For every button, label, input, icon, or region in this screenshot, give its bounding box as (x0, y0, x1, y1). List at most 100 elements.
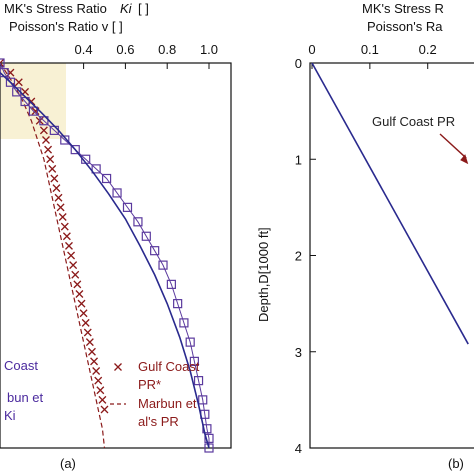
panel-a-square-marker (28, 106, 39, 116)
panel-a-square-marker (133, 217, 143, 227)
panel-a-series (0, 58, 214, 453)
panel-a-x-marker (79, 309, 88, 318)
panel-a-square-marker (60, 135, 70, 145)
panel-b-annotation-text: Gulf Coast PR (372, 114, 455, 129)
panel-a-square-marker (122, 202, 133, 212)
panel-a-x-marker (77, 299, 86, 308)
panel-b-y-tick-label: 1 (295, 152, 302, 167)
panel-a-x-tick-label: 0.4 (75, 42, 93, 57)
panel-a-x-marker (90, 357, 99, 366)
panel-a-legend: Coast bun et Ki Gulf Coast PR* Marbun et al's … (4, 358, 200, 429)
panel-b-x-ticks: 0 0.1 0.2 (308, 42, 437, 69)
panel-a-square-marker (202, 424, 212, 434)
panel-a-x-marker (56, 203, 65, 212)
panel-b-series (311, 62, 469, 345)
panel-a-x-marker (58, 213, 67, 221)
panel-a: MK's Stress Ratio Ki [ ] Poisson's Ratio… (0, 1, 232, 471)
panel-a-x-marker (92, 367, 101, 375)
panel-a-square-marker (141, 231, 151, 241)
panel-a-x-marker (52, 184, 61, 193)
panel-a-square-marker (179, 318, 189, 328)
panel-a-x-tick-label: 0.8 (158, 42, 176, 57)
panel-a-x-tick-label: 0.6 (116, 42, 134, 57)
panel-a-square-marker (5, 77, 16, 87)
panel-a-square-marker (70, 145, 80, 155)
panel-b-annotation: Gulf Coast PR (372, 114, 469, 165)
panel-a-x-marker (94, 376, 103, 385)
panel-a-x-marker (54, 193, 63, 202)
panel-a-series-line (0, 62, 210, 448)
panel-a-square-marker (198, 395, 208, 405)
panel-b-y-tick-label: 4 (295, 441, 302, 456)
panel-a-series-dashed-line (0, 62, 106, 449)
panel-a-x-marker (69, 261, 78, 270)
panel-a-square-marker (112, 188, 122, 198)
panel-a-x-marker (100, 405, 109, 414)
panel-b-y-ticks: 0 1 2 3 4 (295, 56, 316, 456)
panel-b-y-tick-label: 2 (295, 249, 302, 264)
panel-b-label: (b) (448, 456, 464, 471)
panel-b-y-tick-label: 3 (295, 345, 302, 360)
panel-a-legend-text: Marbun et (138, 396, 197, 411)
panel-a-square-marker (189, 356, 199, 366)
panel-a-legend-text: bun et (7, 390, 44, 405)
panel-a-x-marker (42, 136, 50, 144)
panel-a-plot-frame (0, 62, 232, 449)
panel-b-y-axis-label: Depth,D[1000 ft] (256, 227, 271, 322)
panel-a-square-marker (185, 337, 195, 347)
panel-a-x-marker (83, 328, 92, 337)
panel-b-title-line-2: Poisson's Ra (367, 19, 443, 34)
panel-a-square-marker (158, 260, 168, 270)
panel-b-title-line-1: MK's Stress R (362, 1, 444, 16)
panel-a-x-marker (62, 232, 71, 241)
panel-b-series-line (311, 62, 469, 345)
panel-a-label: (a) (60, 456, 76, 471)
panel-a-x-marker (73, 280, 82, 289)
panel-a-x-marker (96, 386, 105, 395)
panel-a-x-marker (98, 395, 107, 404)
panel-a-x-marker (88, 347, 96, 356)
panel-a-legend-text: Gulf Coast (138, 359, 200, 374)
panel-a-square-marker (91, 164, 101, 174)
panel-a-title-line-1a: MK's Stress Ratio (4, 1, 107, 16)
panel-b: MK's Stress R Poisson's Ra 0 0.1 0.2 0 1 2 3 4… (256, 1, 474, 471)
panel-a-x-marker (75, 290, 84, 298)
panel-b-annotation-arrow-line (439, 133, 467, 159)
panel-a-x-marker (60, 222, 69, 231)
panel-b-x-tick-label: 0 (308, 42, 315, 57)
panel-a-square-marker (150, 246, 160, 256)
panel-a-square-marker (101, 173, 112, 184)
panel-a-legend-x-marker (114, 363, 122, 371)
panel-a-legend-text: Coast (4, 358, 38, 373)
panel-a-x-ticks: 0.4 0.6 0.8 1.0 (75, 42, 218, 69)
panel-a-title-line-1b: Ki (120, 1, 133, 16)
panel-a-legend-text: al's PR (138, 414, 179, 429)
panel-b-y-tick-label: 0 (295, 56, 302, 71)
panel-a-x-marker (46, 155, 55, 164)
panel-a-x-marker (44, 145, 53, 154)
panel-a-legend-text: PR* (138, 377, 161, 392)
panel-a-x-marker (71, 270, 80, 279)
panel-a-square-marker (39, 116, 49, 126)
panel-a-title-line-2: Poisson's Ratio v [ ] (9, 19, 123, 34)
panel-b-annotation-arrow-head (460, 154, 469, 165)
panel-a-square-marker (166, 279, 176, 289)
panel-a-x-tick-label: 1.0 (200, 42, 218, 57)
panel-a-x-marker (14, 78, 23, 87)
panel-a-title-line-1c: [ ] (138, 1, 149, 16)
panel-a-x-marker (85, 338, 94, 347)
panel-a-x-marker (0, 59, 4, 67)
panel-a-series-line (0, 72, 210, 449)
panel-a-x-marker (39, 126, 48, 135)
panel-a-x-marker (65, 241, 73, 250)
panel-a-x-marker (48, 164, 57, 173)
panel-a-x-marker (67, 251, 76, 260)
panel-a-square-marker (0, 58, 5, 68)
panel-a-square-marker (204, 443, 214, 453)
panel-a-legend-text: Ki (4, 408, 16, 423)
panel-a-square-marker (193, 376, 204, 386)
panel-a-x-marker (50, 174, 59, 183)
panel-a-square-marker (204, 433, 214, 443)
panel-a-square-marker (173, 299, 183, 309)
